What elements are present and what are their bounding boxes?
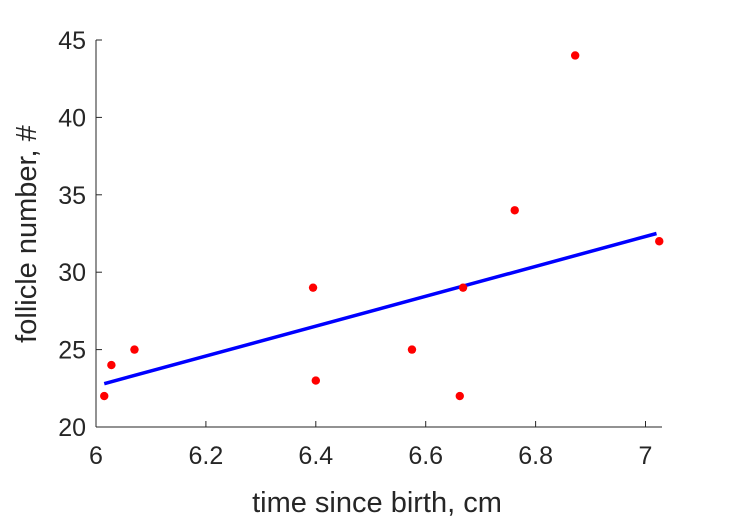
data-point bbox=[455, 391, 464, 401]
x-tick-label: 7 bbox=[639, 442, 653, 470]
points-layer bbox=[100, 51, 664, 401]
x-tick-label: 6.4 bbox=[298, 442, 333, 470]
y-axis: 20 25 30 35 40 45 bbox=[58, 27, 102, 442]
y-tick-label: 40 bbox=[58, 104, 86, 132]
y-tick-label: 30 bbox=[58, 259, 86, 287]
fit-line bbox=[103, 231, 657, 386]
data-point bbox=[100, 391, 109, 401]
fit-line-layer bbox=[103, 231, 657, 386]
x-tick-label: 6.6 bbox=[408, 442, 443, 470]
x-tick-label: 6.8 bbox=[518, 442, 553, 470]
y-axis-label: follicle number, # bbox=[11, 125, 43, 343]
y-tick-label: 35 bbox=[58, 182, 86, 210]
data-point bbox=[407, 345, 417, 354]
data-point bbox=[458, 283, 468, 292]
y-tick-label: 25 bbox=[58, 337, 86, 365]
data-point bbox=[107, 360, 116, 370]
x-axis: 6 6.2 6.4 6.6 6.8 7 bbox=[89, 421, 662, 470]
data-point bbox=[308, 283, 318, 292]
y-tick-label: 45 bbox=[58, 27, 86, 55]
data-point bbox=[510, 206, 519, 215]
data-point bbox=[655, 237, 664, 246]
y-tick-label: 20 bbox=[58, 414, 86, 442]
data-point bbox=[570, 51, 580, 60]
x-axis-label: time since birth, cm bbox=[252, 487, 502, 519]
data-point bbox=[311, 376, 321, 385]
data-point bbox=[130, 345, 139, 354]
x-tick-label: 6.2 bbox=[189, 442, 224, 470]
x-tick-label: 6 bbox=[89, 442, 103, 470]
